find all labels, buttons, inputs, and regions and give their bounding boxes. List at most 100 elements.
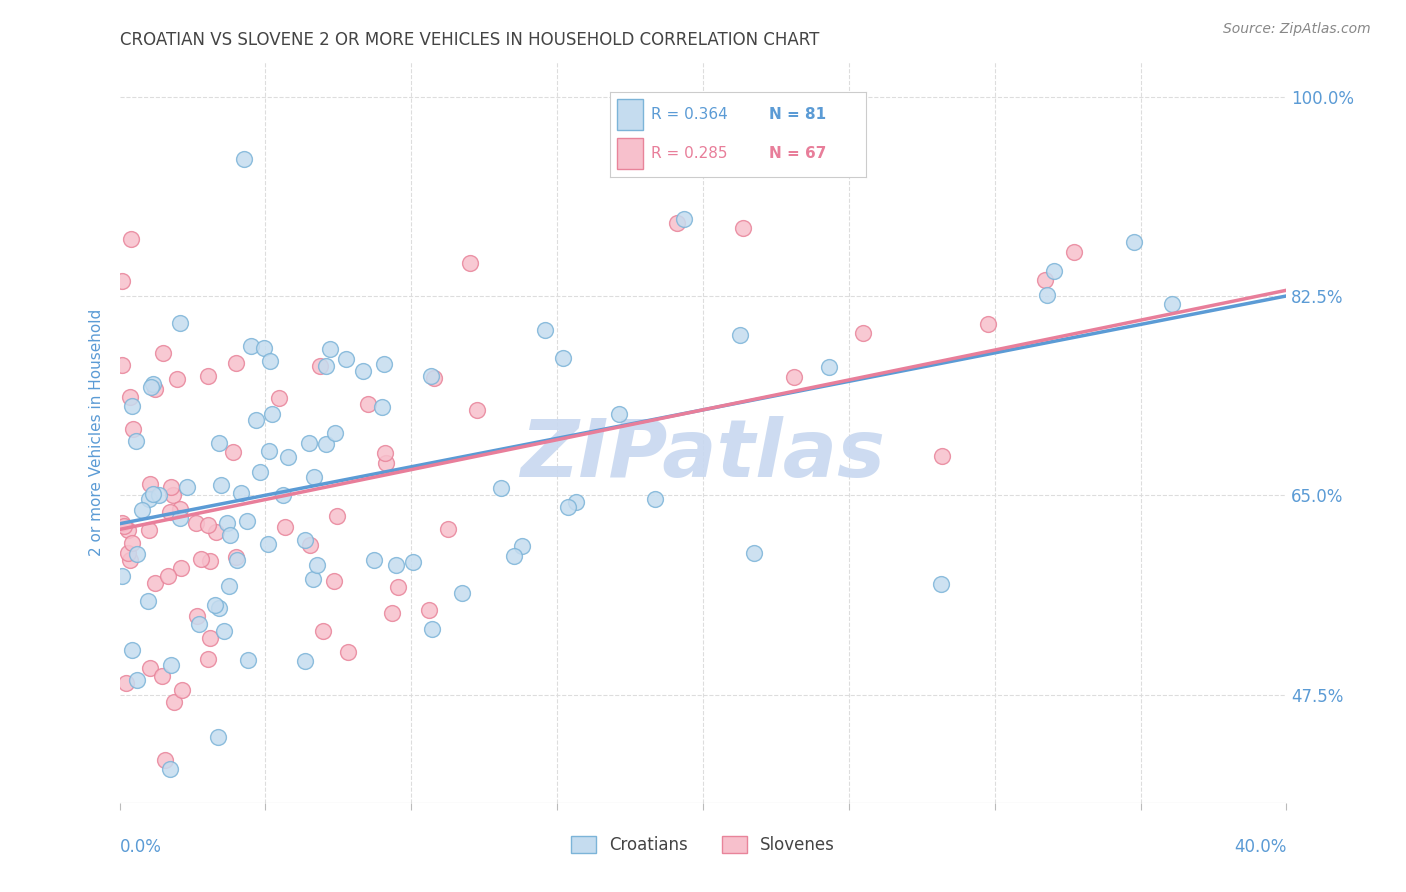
- Point: [373, 357, 395, 371]
- Point: [503, 549, 526, 563]
- Point: [118, 553, 141, 567]
- Point: [125, 434, 148, 449]
- Point: [111, 516, 134, 530]
- Point: [318, 342, 340, 356]
- Point: [976, 317, 998, 331]
- Point: [728, 328, 751, 343]
- Point: [304, 470, 326, 484]
- Point: [172, 682, 194, 697]
- Point: [326, 509, 349, 524]
- Point: [159, 506, 181, 520]
- Point: [666, 216, 689, 230]
- Point: [818, 359, 841, 374]
- Point: [121, 643, 143, 657]
- Point: [312, 624, 335, 639]
- Point: [150, 669, 173, 683]
- Point: [323, 425, 346, 440]
- Point: [160, 480, 183, 494]
- Point: [138, 523, 160, 537]
- Point: [184, 516, 207, 530]
- Point: [111, 569, 134, 583]
- Point: [117, 546, 139, 560]
- Point: [121, 421, 143, 435]
- Point: [136, 594, 159, 608]
- Point: [363, 552, 385, 566]
- Point: [142, 376, 165, 391]
- Point: [1043, 264, 1066, 278]
- Point: [458, 256, 481, 270]
- Point: [197, 518, 219, 533]
- Point: [219, 527, 242, 541]
- Point: [207, 730, 229, 744]
- Point: [117, 523, 139, 537]
- Point: [294, 533, 316, 548]
- Text: Source: ZipAtlas.com: Source: ZipAtlas.com: [1223, 22, 1371, 37]
- Point: [929, 576, 952, 591]
- Text: 40.0%: 40.0%: [1234, 838, 1286, 856]
- Point: [139, 380, 162, 394]
- Point: [387, 580, 409, 594]
- Point: [402, 555, 425, 569]
- Point: [1123, 235, 1146, 249]
- Point: [148, 488, 170, 502]
- Point: [742, 546, 765, 560]
- Point: [451, 586, 474, 600]
- Point: [118, 390, 141, 404]
- Point: [418, 603, 440, 617]
- Point: [259, 354, 281, 368]
- Text: ZIPatlas: ZIPatlas: [520, 416, 886, 494]
- Point: [299, 538, 322, 552]
- Point: [260, 407, 283, 421]
- Point: [352, 364, 374, 378]
- Point: [489, 481, 512, 495]
- Point: [557, 500, 579, 515]
- Point: [198, 631, 221, 645]
- Point: [188, 617, 211, 632]
- Point: [335, 351, 357, 366]
- Point: [111, 275, 134, 289]
- Point: [322, 574, 344, 589]
- Point: [423, 371, 446, 385]
- Point: [267, 392, 290, 406]
- Point: [169, 510, 191, 524]
- Point: [186, 608, 208, 623]
- Point: [120, 232, 142, 246]
- Point: [138, 661, 160, 675]
- Point: [315, 359, 337, 373]
- Point: [375, 456, 398, 470]
- Point: [153, 753, 176, 767]
- Point: [176, 480, 198, 494]
- Point: [121, 535, 143, 549]
- Point: [231, 486, 253, 500]
- Point: [163, 696, 186, 710]
- Point: [1033, 273, 1056, 287]
- Point: [162, 487, 184, 501]
- Point: [212, 624, 235, 638]
- Text: 0.0%: 0.0%: [120, 838, 162, 856]
- Text: CROATIAN VS SLOVENE 2 OR MORE VEHICLES IN HOUSEHOLD CORRELATION CHART: CROATIAN VS SLOVENE 2 OR MORE VEHICLES I…: [120, 31, 818, 49]
- Point: [385, 558, 408, 572]
- Point: [245, 413, 267, 427]
- Point: [127, 547, 149, 561]
- Point: [215, 516, 238, 530]
- Point: [607, 407, 630, 421]
- Point: [510, 539, 533, 553]
- Point: [236, 515, 259, 529]
- Point: [420, 369, 443, 384]
- Point: [143, 575, 166, 590]
- Point: [256, 537, 278, 551]
- Y-axis label: 2 or more Vehicles in Household: 2 or more Vehicles in Household: [89, 309, 104, 557]
- Point: [232, 152, 254, 166]
- Point: [239, 339, 262, 353]
- Point: [357, 397, 380, 411]
- Point: [156, 569, 179, 583]
- Point: [160, 657, 183, 672]
- Point: [277, 450, 299, 465]
- Point: [565, 495, 588, 509]
- Point: [307, 558, 329, 572]
- Point: [672, 211, 695, 226]
- Point: [197, 652, 219, 666]
- Point: [644, 491, 666, 506]
- Point: [205, 524, 228, 539]
- Point: [111, 358, 134, 372]
